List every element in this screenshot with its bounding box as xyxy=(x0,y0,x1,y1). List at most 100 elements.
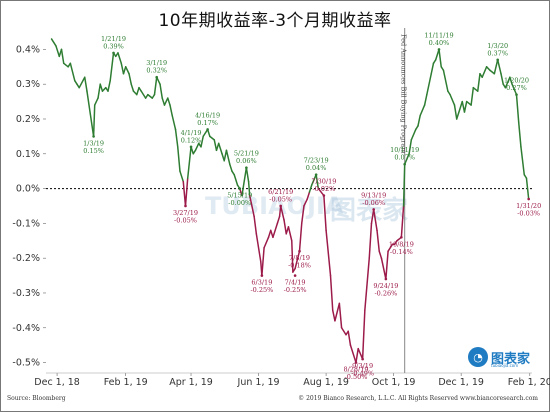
series-segment xyxy=(161,97,166,106)
annotation-label-line: -0.25% xyxy=(284,286,307,294)
series-segment xyxy=(120,62,125,75)
series-segment xyxy=(167,97,171,106)
annotation-label: 5/15/19 -0.00% xyxy=(227,192,252,208)
series-segment xyxy=(303,198,309,207)
series-segment xyxy=(130,83,135,92)
series-segment xyxy=(329,274,334,312)
annotation-label-line: -0.50% xyxy=(345,373,368,381)
annotation-point xyxy=(515,93,518,96)
series-segment xyxy=(520,146,526,176)
copyright-note: © 2019 Bianco Research, L.L.C. All Right… xyxy=(298,395,538,402)
x-tick-label: Feb 1, 19 xyxy=(104,377,148,388)
series-segment xyxy=(186,146,192,179)
annotation-point xyxy=(403,162,406,166)
annotation-label-line: 9/13/19 xyxy=(361,191,386,199)
series-segment xyxy=(357,347,364,360)
annotation-label-line: 1/31/20 xyxy=(516,202,541,210)
series-segment xyxy=(279,205,285,221)
series-segment xyxy=(400,205,405,239)
series-segment xyxy=(525,177,530,200)
y-tick-label: 0.0% xyxy=(16,184,40,195)
series-segment xyxy=(78,76,86,89)
series-segment xyxy=(509,76,513,85)
x-tick-label: Oct 1, 19 xyxy=(372,377,416,388)
annotation-label-line: 10/11/19 xyxy=(390,146,419,154)
series-segment xyxy=(147,93,154,99)
annotation-label: 1/3/20 0.37% xyxy=(487,42,508,58)
series-segment xyxy=(500,73,504,85)
series-segment xyxy=(83,76,88,92)
annotation-label-line: -0.03% xyxy=(517,210,540,218)
annotation-label-line: -0.05% xyxy=(174,216,197,224)
annotation-label-line: 10/8/19 xyxy=(389,240,414,248)
series-segment xyxy=(163,97,169,106)
annotation-label-line: 7/30/19 xyxy=(311,178,336,186)
annotation-label: 1/21/19 0.39% xyxy=(101,35,126,51)
y-tick-label: -0.5% xyxy=(12,358,40,369)
series-segment xyxy=(99,83,104,92)
annotation-label-line: 0.15% xyxy=(83,147,104,155)
annotation-label-line: -0.49% xyxy=(351,370,374,378)
series-segment xyxy=(291,240,294,273)
annotation-point xyxy=(400,235,403,239)
annotation-label: 7/30/19 -0.02% xyxy=(311,178,336,194)
annotation-label: 8/28/19 -0.50% xyxy=(343,366,368,382)
series-segment xyxy=(378,250,383,259)
annotation-point xyxy=(384,277,388,281)
annotation-point xyxy=(260,274,264,277)
annotation-label: 7/4/19 -0.25% xyxy=(284,279,307,295)
series-segment xyxy=(349,344,357,364)
x-tick-label: Aug 1, 19 xyxy=(303,377,349,388)
series-segment xyxy=(241,166,248,197)
series-segment xyxy=(117,52,123,65)
series-segment xyxy=(438,48,442,68)
series-segment xyxy=(511,83,518,96)
y-tick-label: -0.1% xyxy=(12,218,40,229)
series-segment xyxy=(136,86,140,96)
annotation-label-line: 6/21/19 xyxy=(268,188,293,196)
series-segment xyxy=(376,229,380,252)
series-segment xyxy=(169,104,173,117)
series-segment xyxy=(176,146,181,172)
series-segment xyxy=(504,76,511,89)
annotation-label-line: 0.12% xyxy=(181,136,202,144)
series-segment xyxy=(107,79,111,92)
series-segment xyxy=(55,45,61,58)
series-segment xyxy=(334,302,341,322)
annotation-label-line: -0.02% xyxy=(312,185,335,193)
series-segment xyxy=(481,66,488,78)
series-segment xyxy=(225,149,231,165)
annotation-label-line: -0.05% xyxy=(269,195,292,203)
series-segment xyxy=(184,177,189,207)
series-segment xyxy=(419,104,426,117)
series-segment xyxy=(372,208,378,232)
annotation-label: 10/11/19 0.07% xyxy=(390,146,419,162)
series-segment xyxy=(470,86,475,106)
annotation-label-line: 4/16/19 xyxy=(195,111,220,119)
annotation-label: 1/20/20 0.27% xyxy=(504,77,529,93)
series-segment xyxy=(455,100,464,120)
series-segment xyxy=(489,69,496,75)
annotation-label: 11/11/19 0.40% xyxy=(424,31,453,47)
series-segment xyxy=(209,135,216,141)
series-segment xyxy=(340,327,347,336)
series-segment xyxy=(308,184,313,193)
series-segment xyxy=(477,73,481,92)
series-segment xyxy=(253,215,258,235)
brand-name: 图表家 xyxy=(491,351,531,367)
annotation-label-line: 0.06% xyxy=(236,157,257,165)
series-segment xyxy=(496,59,502,75)
annotation-label: 6/3/19 -0.25% xyxy=(250,279,273,295)
annotation-label-line: 9/24/19 xyxy=(373,282,398,290)
series-segment xyxy=(101,86,107,92)
series-segment xyxy=(442,69,449,92)
series-segment xyxy=(247,180,251,197)
annotation-label-line: 1/20/20 xyxy=(504,77,529,85)
series-segment xyxy=(298,222,303,252)
series-segment xyxy=(122,66,127,75)
y-tick-label: -0.4% xyxy=(12,323,40,334)
annotation-label-line: 3/1/19 xyxy=(146,59,167,67)
annotation-label: 9/24/19 -0.26% xyxy=(373,282,398,298)
series-segment xyxy=(364,257,371,312)
annotation-label-line: 1/3/19 xyxy=(83,139,104,147)
